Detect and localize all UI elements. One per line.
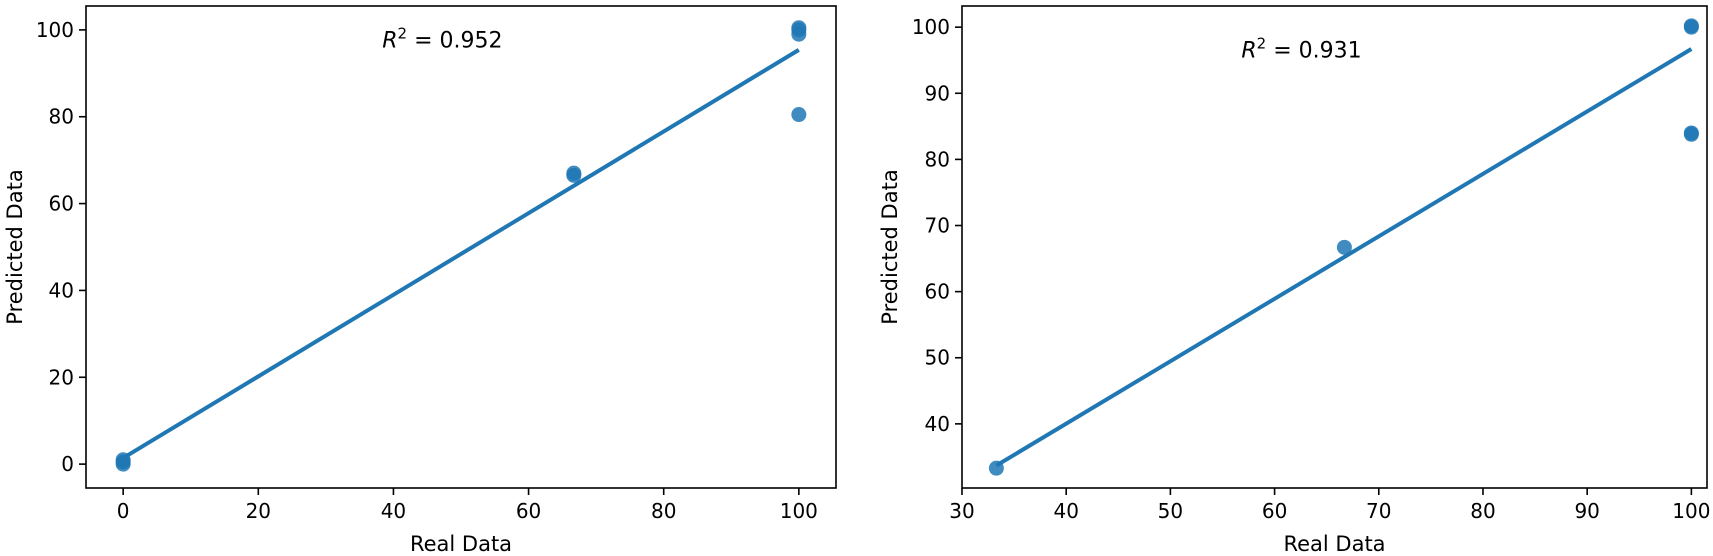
y-tick-label: 60 bbox=[49, 192, 74, 216]
x-tick-label: 20 bbox=[246, 499, 271, 523]
x-tick-label: 0 bbox=[117, 499, 130, 523]
subplot-1: 0 20 40 60 80 100 0 20 40 60 80 100 Real Data Predict… bbox=[3, 5, 837, 556]
data-point bbox=[566, 165, 582, 181]
y-tick-label: 100 bbox=[36, 18, 74, 42]
x-tick-label: 30 bbox=[949, 499, 974, 523]
x-tick-label: 80 bbox=[651, 499, 676, 523]
y-tick-label: 20 bbox=[49, 365, 74, 389]
y-tick-label: 80 bbox=[925, 147, 950, 171]
r-squared-annotation: R2 = 0.931 bbox=[1241, 34, 1361, 63]
x-tick-label: 50 bbox=[1158, 499, 1183, 523]
y-tick-label: 70 bbox=[925, 214, 950, 238]
y-tick-label: 40 bbox=[49, 278, 74, 302]
y-axis-label: Predicted Data bbox=[3, 169, 27, 324]
fit-line bbox=[122, 48, 800, 460]
x-tick-label: 60 bbox=[1262, 499, 1287, 523]
x-tick-label: 60 bbox=[516, 499, 541, 523]
y-tick-label: 80 bbox=[49, 105, 74, 129]
axes-frame bbox=[85, 5, 837, 489]
axes-frame bbox=[961, 5, 1708, 489]
x-tick-label: 90 bbox=[1574, 499, 1599, 523]
data-point bbox=[791, 20, 807, 36]
y-tick-label: 100 bbox=[912, 15, 950, 39]
x-axis-label: Real Data bbox=[410, 532, 512, 556]
x-tick-label: 100 bbox=[780, 499, 818, 523]
data-point bbox=[1683, 18, 1699, 34]
y-tick-label: 60 bbox=[925, 280, 950, 304]
data-point bbox=[1336, 239, 1352, 255]
y-tick-label: 90 bbox=[925, 81, 950, 105]
data-point bbox=[115, 452, 131, 468]
x-tick-label: 100 bbox=[1672, 499, 1710, 523]
y-tick-label: 0 bbox=[61, 452, 74, 476]
x-tick-label: 40 bbox=[1053, 499, 1078, 523]
x-axis-label: Real Data bbox=[1283, 532, 1385, 556]
subplot-2: 30 40 50 60 70 80 90 100 40 50 60 70 80 90 100 Real Dat… bbox=[878, 5, 1710, 556]
x-tick-label: 70 bbox=[1366, 499, 1391, 523]
data-point bbox=[791, 107, 807, 123]
x-tick-label: 40 bbox=[381, 499, 406, 523]
data-point bbox=[988, 460, 1004, 476]
fit-line bbox=[995, 47, 1693, 468]
y-tick-label: 50 bbox=[925, 346, 950, 370]
y-tick-label: 40 bbox=[925, 412, 950, 436]
y-axis-label: Predicted Data bbox=[878, 169, 902, 324]
x-tick-label: 80 bbox=[1470, 499, 1495, 523]
r-squared-annotation: R2 = 0.952 bbox=[382, 25, 502, 54]
data-point bbox=[1683, 126, 1699, 142]
